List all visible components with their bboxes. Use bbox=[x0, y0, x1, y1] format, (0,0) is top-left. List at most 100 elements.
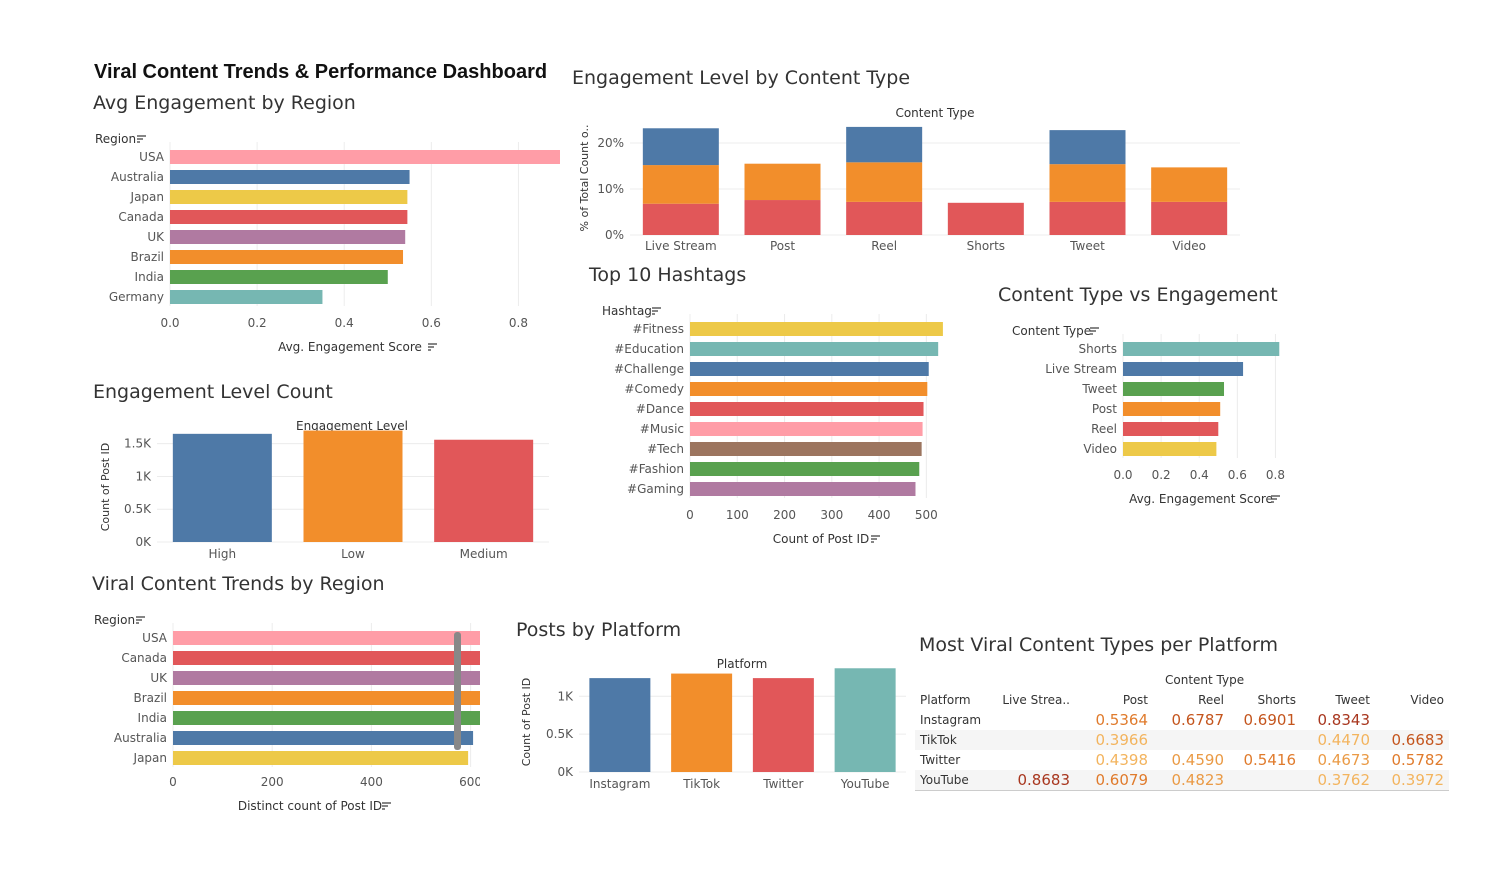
row-header-label: Region bbox=[94, 613, 135, 627]
score-cell: 0.4470 bbox=[1301, 730, 1375, 750]
bar bbox=[1123, 382, 1225, 396]
sheet-title-posts-platform: Posts by Platform bbox=[516, 619, 682, 641]
bar bbox=[434, 439, 534, 542]
x-tick-label: 0.0 bbox=[160, 316, 179, 330]
bar bbox=[173, 651, 480, 665]
category-label: Brazil bbox=[134, 691, 168, 705]
score-cell: 0.3762 bbox=[1301, 770, 1375, 791]
category-label: YouTube bbox=[840, 777, 890, 791]
sort-icon[interactable] bbox=[382, 802, 391, 810]
row-header-label: Content Type bbox=[1012, 324, 1091, 338]
category-label: #Education bbox=[614, 342, 684, 356]
y-tick-label: 0K bbox=[557, 765, 574, 779]
category-label: Twitter bbox=[762, 777, 803, 791]
bar bbox=[690, 402, 924, 416]
row-header-label: Region bbox=[95, 132, 136, 146]
score-cell bbox=[1375, 710, 1449, 730]
category-label: USA bbox=[142, 631, 168, 645]
x-tick-label: 0.0 bbox=[1113, 468, 1132, 482]
sort-icon[interactable] bbox=[871, 535, 880, 543]
column-header-label: Platform bbox=[717, 657, 768, 671]
bar bbox=[589, 678, 651, 772]
x-tick-label: 0.8 bbox=[509, 316, 528, 330]
engagement-level-type-chart: Content Type 0% 10% 20% % of Total Count o..… bbox=[578, 106, 1240, 253]
category-label: Post bbox=[770, 239, 795, 253]
posts-platform-chart: Platform 0K 0.5K 1K Count of Post ID Instagra… bbox=[520, 657, 906, 791]
sort-icon[interactable] bbox=[428, 343, 437, 351]
score-cell: 0.3966 bbox=[1075, 730, 1153, 750]
scrollbar-thumb[interactable] bbox=[454, 632, 461, 750]
score-cell: 0.8683 bbox=[987, 770, 1075, 791]
table-column-header: Shorts bbox=[1257, 693, 1296, 707]
column-header-label: Content Type bbox=[895, 106, 974, 120]
bar-segment bbox=[1049, 201, 1126, 235]
category-label: India bbox=[138, 711, 167, 725]
y-tick-label: 10% bbox=[597, 182, 624, 196]
sort-icon[interactable] bbox=[136, 616, 145, 624]
table-column-header: Video bbox=[1410, 693, 1444, 707]
bar-segment bbox=[642, 165, 719, 204]
score-cell: 0.5416 bbox=[1243, 751, 1297, 769]
score-cell bbox=[987, 750, 1075, 770]
bar bbox=[172, 433, 272, 542]
table-column-group-header: Content Type bbox=[1165, 673, 1245, 687]
sheet-title-top-hashtags: Top 10 Hashtags bbox=[589, 264, 747, 286]
score-cell: 0.5364 bbox=[1095, 711, 1149, 729]
bar bbox=[1123, 342, 1280, 356]
x-tick-label: 200 bbox=[773, 508, 796, 522]
x-tick-label: 200 bbox=[261, 775, 284, 789]
category-label: Instagram bbox=[589, 777, 650, 791]
bar bbox=[170, 290, 323, 304]
y-tick-label: 0K bbox=[135, 535, 152, 549]
x-axis-title: Distinct count of Post ID bbox=[238, 799, 382, 813]
y-tick-label: 1K bbox=[135, 469, 152, 483]
sort-icon[interactable] bbox=[1090, 327, 1099, 335]
bar bbox=[690, 362, 929, 376]
sheet-title-viral-region: Viral Content Trends by Region bbox=[92, 573, 385, 595]
sort-icon[interactable] bbox=[652, 307, 661, 315]
bar bbox=[170, 170, 410, 184]
category-label: #Fashion bbox=[629, 462, 684, 476]
platform-cell: YouTube bbox=[915, 770, 987, 791]
y-tick-label: 0.5K bbox=[546, 727, 574, 741]
category-label: Tweet bbox=[1069, 239, 1105, 253]
category-label: Post bbox=[1092, 402, 1117, 416]
score-cell bbox=[1229, 730, 1301, 750]
category-label: Reel bbox=[871, 239, 897, 253]
bar-segment bbox=[744, 163, 821, 201]
bar bbox=[690, 442, 922, 456]
x-tick-label: 0.4 bbox=[335, 316, 354, 330]
category-label: Brazil bbox=[131, 250, 165, 264]
bar bbox=[303, 430, 403, 542]
score-cell: 0.3972 bbox=[1375, 770, 1449, 791]
score-cell: 0.5782 bbox=[1391, 751, 1445, 769]
category-label: Low bbox=[341, 547, 365, 561]
x-tick-label: 0 bbox=[169, 775, 177, 789]
score-cell bbox=[1153, 730, 1229, 750]
sheet-title-engagement-level-type: Engagement Level by Content Type bbox=[572, 67, 911, 89]
category-label: Shorts bbox=[967, 239, 1005, 253]
score-cell: 0.4673 bbox=[1317, 751, 1371, 769]
category-label: UK bbox=[150, 671, 168, 685]
bar bbox=[173, 691, 480, 705]
category-label: #Dance bbox=[636, 402, 684, 416]
bar-segment bbox=[947, 202, 1024, 235]
table-row: YouTube 0.8683 0.6079 0.4823 0.3762 0.3972 bbox=[915, 770, 1449, 791]
category-label: Shorts bbox=[1079, 342, 1117, 356]
sort-icon[interactable] bbox=[1271, 495, 1280, 503]
score-cell bbox=[1229, 770, 1301, 791]
x-axis-title: Count of Post ID bbox=[773, 532, 870, 546]
x-tick-label: 0.8 bbox=[1266, 468, 1285, 482]
score-cell: 0.4398 bbox=[1095, 751, 1149, 769]
sort-icon[interactable] bbox=[137, 135, 146, 143]
category-label: Live Stream bbox=[1045, 362, 1117, 376]
bar-segment bbox=[1049, 164, 1126, 202]
x-tick-label: 100 bbox=[726, 508, 749, 522]
score-cell: 0.4590 bbox=[1171, 751, 1225, 769]
bar bbox=[1123, 442, 1217, 456]
viral-region-chart: Region 0 200 400 600 USA Canada UK Brazil India Au… bbox=[94, 613, 480, 813]
category-label: #Gaming bbox=[627, 482, 684, 496]
bar-segment bbox=[642, 128, 719, 166]
score-cell: 0.6079 bbox=[1075, 770, 1153, 791]
dashboard-title: Viral Content Trends & Performance Dashb… bbox=[94, 61, 548, 83]
